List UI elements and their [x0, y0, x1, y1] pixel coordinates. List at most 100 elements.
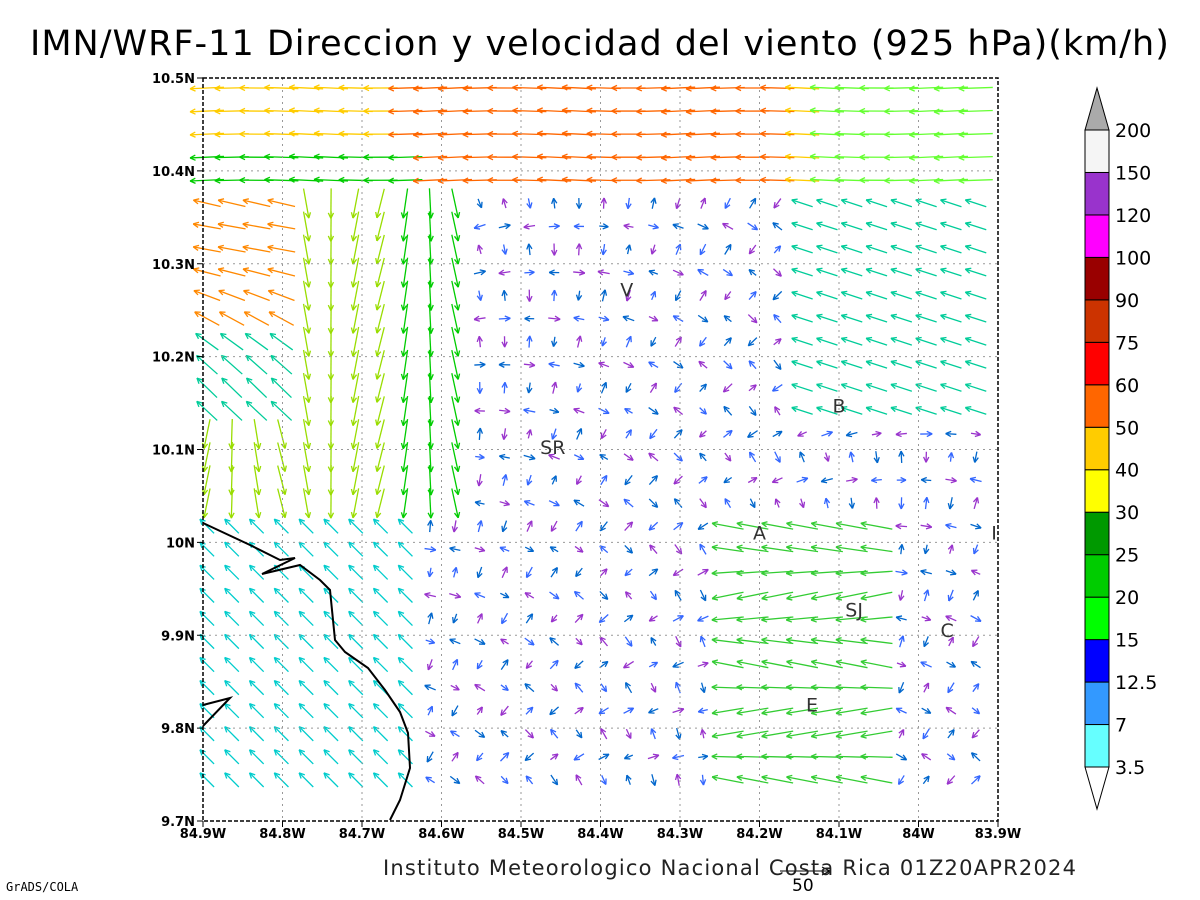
wind-arrow — [400, 349, 409, 380]
wind-arrow — [473, 315, 486, 322]
wind-arrow — [895, 430, 907, 438]
wind-arrow — [600, 289, 608, 302]
wind-arrow — [699, 774, 707, 786]
wind-arrow — [622, 315, 635, 322]
colorbar-swatch — [1084, 129, 1110, 173]
wind-arrow — [350, 349, 360, 380]
colorbar-swatch — [1084, 384, 1110, 428]
wind-arrow — [524, 269, 535, 276]
wind-arrow — [526, 382, 533, 394]
wind-arrow — [523, 407, 536, 414]
wind-arrow — [972, 496, 980, 510]
wind-arrow — [451, 488, 461, 519]
wind-arrow — [573, 223, 584, 230]
wind-arrow — [970, 615, 982, 622]
wind-arrow — [323, 518, 339, 534]
wind-arrow — [971, 775, 981, 785]
wind-arrow — [576, 427, 583, 440]
wind-arrow — [551, 336, 558, 347]
wind-arrow — [573, 753, 585, 761]
wind-arrow — [400, 188, 409, 219]
wind-arrow — [548, 453, 560, 460]
wind-arrow — [884, 177, 919, 184]
wind-arrow — [816, 382, 838, 392]
wind-arrow — [302, 396, 312, 427]
wind-arrow — [498, 315, 511, 322]
colorbar-label: 15 — [1115, 630, 1139, 652]
wind-arrow — [313, 176, 349, 183]
wind-arrow — [248, 726, 265, 742]
wind-arrow — [450, 684, 460, 691]
wind-arrow — [685, 177, 721, 185]
wind-arrow — [437, 85, 473, 92]
wind-arrow — [947, 682, 955, 694]
wind-arrow — [860, 774, 893, 784]
wind-arrow — [196, 400, 218, 421]
wind-arrow — [699, 430, 707, 438]
wind-arrow — [298, 726, 314, 742]
wind-arrow — [749, 498, 756, 509]
wind-arrow — [476, 244, 484, 255]
wind-arrow — [650, 682, 657, 693]
wind-arrow — [915, 313, 937, 323]
wind-arrow — [675, 635, 682, 648]
wind-arrow — [772, 222, 783, 231]
wind-arrow — [600, 197, 608, 209]
wind-arrow — [526, 335, 533, 348]
wind-arrow — [499, 407, 511, 415]
colorbar-swatch — [1084, 469, 1110, 513]
wind-arrow — [685, 154, 721, 161]
wind-arrow — [224, 541, 240, 557]
x-tick-label: 84W — [902, 827, 934, 842]
wind-arrow — [898, 544, 905, 555]
wind-arrow — [189, 154, 225, 161]
wind-arrow — [451, 396, 461, 426]
wind-arrow — [940, 198, 962, 208]
wind-arrow — [267, 221, 296, 230]
wind-arrow — [473, 269, 487, 276]
wind-arrow — [217, 198, 246, 208]
wind-arrow — [786, 544, 819, 553]
wind-arrow — [865, 198, 888, 208]
wind-arrow — [451, 419, 461, 450]
wind-arrow — [760, 176, 795, 184]
wind-arrow — [193, 289, 221, 302]
wind-arrow — [267, 198, 296, 208]
wind-arrow — [820, 477, 833, 484]
wind-arrow — [313, 84, 349, 91]
wind-arrow — [598, 753, 610, 761]
wind-arrow — [600, 775, 607, 786]
wind-arrow — [270, 400, 293, 421]
wind-arrow — [574, 545, 584, 553]
wind-arrow — [548, 269, 560, 276]
wind-arrow — [840, 198, 863, 208]
wind-arrow — [865, 359, 888, 369]
wind-arrow — [697, 223, 709, 230]
wind-arrow — [550, 520, 558, 532]
wind-arrow — [723, 429, 733, 438]
wind-arrow — [711, 616, 744, 623]
wind-arrow — [500, 684, 509, 692]
wind-arrow — [298, 610, 314, 627]
wind-arrow — [711, 591, 744, 601]
wind-arrow — [786, 591, 819, 601]
wind-arrow — [498, 223, 511, 230]
wind-arrow — [474, 407, 485, 415]
wind-arrow — [749, 197, 757, 209]
y-tick-label: 10.4N — [152, 165, 195, 180]
wind-arrow — [865, 221, 888, 231]
wind-arrow — [451, 349, 461, 380]
wind-arrow — [523, 223, 536, 230]
wind-arrow — [372, 703, 389, 719]
wind-arrow — [724, 197, 731, 209]
wind-arrow — [674, 773, 682, 786]
wind-arrow — [424, 592, 437, 599]
wind-arrow — [199, 541, 215, 557]
wind-arrow — [699, 336, 707, 347]
wind-arrow — [890, 244, 913, 254]
wind-arrow — [372, 564, 389, 580]
wind-arrow — [298, 772, 314, 788]
wind-arrow — [576, 383, 583, 393]
wind-arrow — [302, 372, 312, 403]
wind-arrow — [248, 772, 265, 788]
